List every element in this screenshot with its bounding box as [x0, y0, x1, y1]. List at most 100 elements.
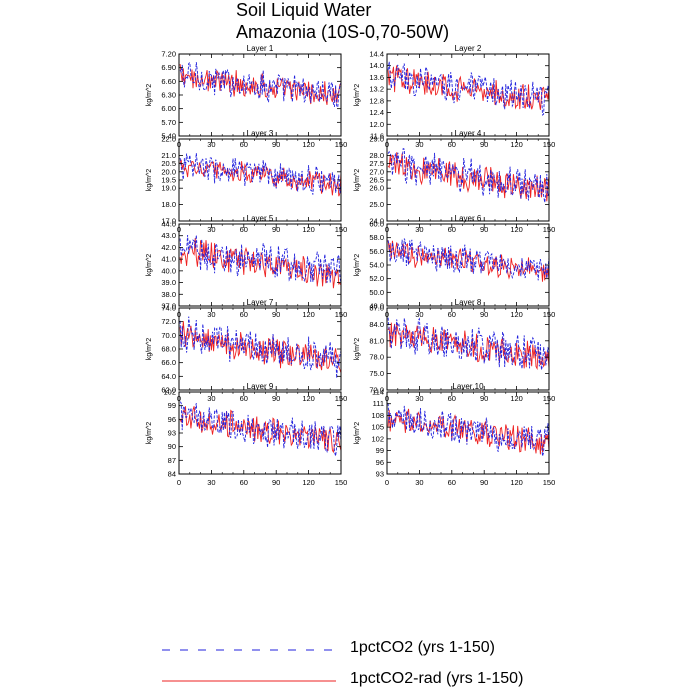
x-tick-label: 30: [415, 310, 423, 319]
y-tick-label: 66.0: [161, 358, 176, 367]
chart-title: Layer 6: [455, 214, 482, 223]
y-tick-label: 114: [372, 388, 384, 397]
x-tick-label: 120: [510, 394, 523, 403]
plot-frame: [178, 138, 342, 222]
legend-label-1pctco2: 1pctCO2 (yrs 1-150): [350, 639, 495, 656]
y-tick-label: 13.6: [369, 73, 384, 82]
y-axis-label: kg/m^2: [354, 254, 361, 276]
y-tick-label: 58.0: [369, 233, 384, 242]
x-tick-label: 60: [240, 394, 248, 403]
y-tick-label: 27.0: [369, 167, 384, 176]
y-tick-label: 68.0: [161, 345, 176, 354]
y-tick-label: 40.0: [161, 266, 176, 275]
x-tick-label: 60: [240, 225, 248, 234]
y-tick-label: 6.30: [161, 91, 176, 100]
y-tick-label: 25.0: [369, 200, 384, 209]
y-tick-label: 13.2: [369, 85, 384, 94]
y-tick-label: 12.0: [369, 120, 384, 129]
series-line-1pctco2: [179, 153, 342, 195]
x-tick-label: 60: [240, 310, 248, 319]
y-axis-label: kg/m^2: [354, 338, 361, 360]
x-tick-label: 60: [448, 478, 456, 487]
y-tick-label: 87: [168, 456, 176, 465]
chart-panel-9: Layer 9 kg/m^2 0 30 60 90 120 150 84 87 90 93 96 99 10…: [146, 382, 347, 487]
y-tick-label: 41.0: [161, 255, 176, 264]
y-tick-label: 99: [376, 446, 384, 455]
x-tick-label: 90: [272, 310, 280, 319]
x-tick-label: 90: [272, 225, 280, 234]
chart-panel-6: Layer 6kg/m^20 30 60 90 120 15048.050.052.054…: [354, 214, 555, 319]
x-tick-label: 120: [302, 310, 315, 319]
y-axis-label: kg/m^2: [146, 338, 153, 360]
y-tick-label: 48.0: [369, 302, 384, 311]
y-tick-label: 20.5: [161, 159, 176, 168]
figure-subtitle: Amazonia (10S-0,70-50W): [236, 22, 450, 42]
y-axis-label: kg/m^2: [146, 84, 153, 106]
y-tick-label: 14.4: [369, 50, 384, 59]
y-tick-label: 24.0: [369, 217, 384, 226]
x-tick-label: 60: [448, 140, 456, 149]
x-tick-label: 30: [207, 478, 215, 487]
y-tick-label: 96: [168, 415, 176, 424]
x-tick-label: 90: [480, 478, 488, 487]
y-tick-label: 60.0: [369, 220, 384, 229]
y-tick-label: 81.0: [369, 336, 384, 345]
x-tick-label: 150: [543, 478, 556, 487]
x-tick-label: 120: [302, 394, 315, 403]
x-tick-label: 60: [448, 310, 456, 319]
y-tick-label: 105: [371, 423, 384, 432]
y-tick-label: 43.0: [161, 231, 176, 240]
plot-frame: [178, 223, 342, 307]
y-tick-label: 6.60: [161, 77, 176, 86]
x-tick-label: 120: [302, 225, 315, 234]
chart-title: Layer 9: [247, 382, 274, 391]
x-tick-label: 90: [480, 310, 488, 319]
plot-frame: [386, 53, 550, 137]
legend-label-1pctco2-rad: 1pctCO2-rad (yrs 1-150): [350, 670, 524, 687]
y-tick-label: 70.0: [161, 331, 176, 340]
series-line-1pctco2: [387, 61, 550, 116]
y-tick-label: 28.0: [369, 151, 384, 160]
y-tick-label: 74.0: [161, 304, 176, 313]
series-line-1pctco2-rad: [179, 406, 342, 454]
y-tick-label: 93: [376, 470, 384, 479]
y-tick-label: 50.0: [369, 288, 384, 297]
y-tick-label: 84.0: [369, 320, 384, 329]
y-tick-label: 64.0: [161, 372, 176, 381]
series-line-1pctco2: [179, 61, 342, 108]
y-tick-label: 72.0: [161, 317, 176, 326]
y-tick-label: 108: [371, 411, 384, 420]
y-tick-label: 20.0: [161, 167, 176, 176]
y-tick-label: 87.0: [369, 304, 384, 313]
y-tick-label: 42.0: [161, 243, 176, 252]
y-axis-label: kg/m^2: [354, 169, 361, 191]
x-tick-label: 120: [510, 478, 523, 487]
y-axis-label: kg/m^2: [146, 254, 153, 276]
y-tick-label: 11.6: [370, 132, 384, 141]
y-tick-label: 19.0: [161, 184, 176, 193]
x-tick-label: 30: [207, 140, 215, 149]
y-tick-label: 99: [168, 401, 176, 410]
y-tick-label: 14.0: [369, 61, 384, 70]
y-tick-label: 84: [168, 470, 176, 479]
y-tick-label: 5.40: [161, 132, 176, 141]
x-tick-label: 30: [207, 225, 215, 234]
y-tick-label: 19.5: [161, 176, 176, 185]
x-tick-label: 30: [415, 478, 423, 487]
y-tick-label: 26.5: [369, 176, 384, 185]
y-tick-label: 21.0: [161, 151, 176, 160]
x-tick-label: 90: [272, 478, 280, 487]
chart-title: Layer 10: [452, 382, 484, 391]
y-tick-label: 102: [371, 434, 384, 443]
series-line-1pctco2: [179, 401, 342, 457]
x-tick-label: 30: [207, 394, 215, 403]
y-tick-label: 93: [168, 429, 176, 438]
y-tick-label: 78.0: [369, 353, 384, 362]
y-tick-label: 5.70: [161, 118, 176, 127]
y-tick-label: 96: [376, 458, 384, 467]
x-tick-label: 60: [240, 478, 248, 487]
y-tick-label: 12.8: [369, 96, 384, 105]
y-tick-label: 12.4: [369, 108, 384, 117]
x-tick-label: 60: [448, 225, 456, 234]
